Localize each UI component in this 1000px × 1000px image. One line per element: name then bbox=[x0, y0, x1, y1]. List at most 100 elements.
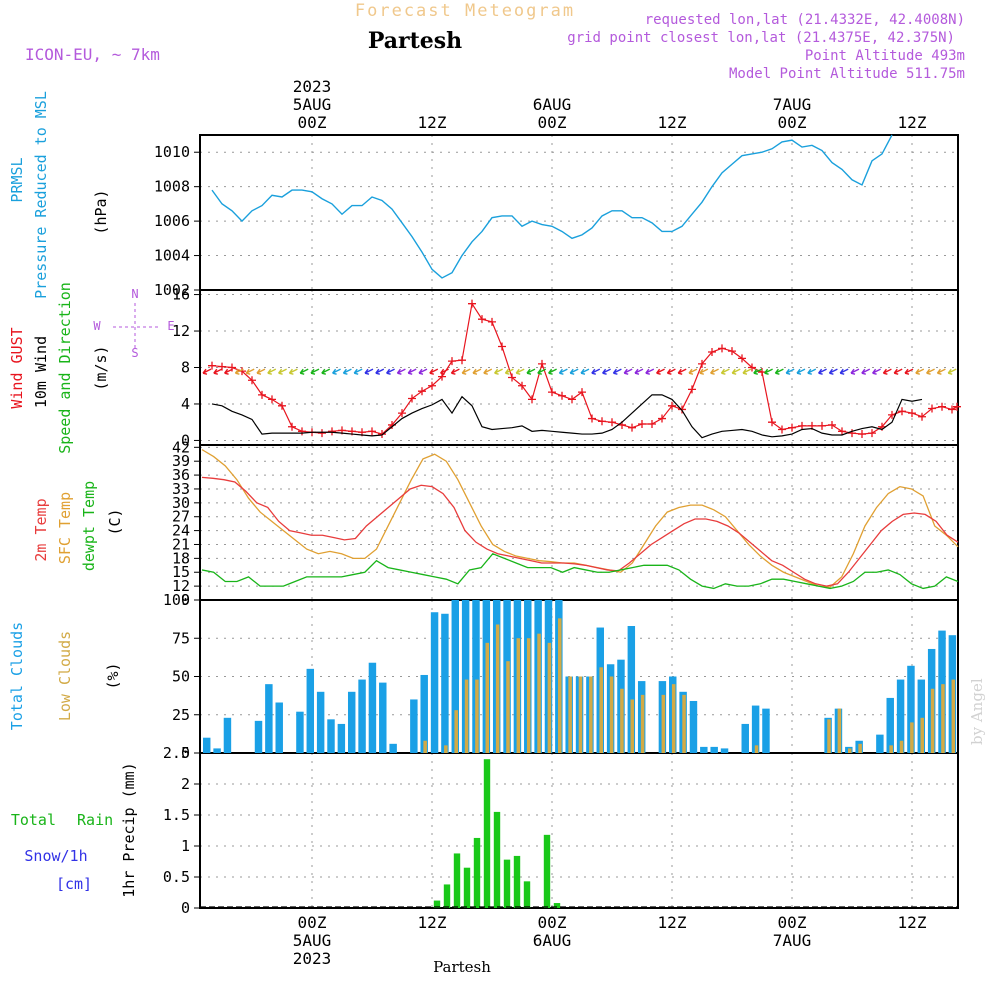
wind-gust-point bbox=[718, 344, 726, 353]
wind-direction-arrow bbox=[515, 368, 525, 375]
low-cloud-bar bbox=[671, 684, 676, 753]
wind-direction-arrow bbox=[245, 368, 255, 375]
precip-bar bbox=[463, 867, 471, 908]
wind-gust-point bbox=[298, 427, 306, 436]
wind-gust-point bbox=[368, 427, 376, 436]
pressure-tick-label: 1010 bbox=[154, 143, 190, 161]
temperature-tick-label: 24 bbox=[172, 522, 190, 540]
wind-gust-point bbox=[518, 381, 526, 390]
top-time-label: 12Z bbox=[418, 113, 447, 132]
precip-panel-frame bbox=[199, 752, 959, 909]
wind-gust-point bbox=[548, 388, 556, 397]
temperature-tick-label: 9 bbox=[181, 591, 190, 609]
wind-direction-arrow bbox=[504, 368, 514, 375]
bottom-time-label: 5AUG bbox=[293, 931, 332, 950]
pressure-label-long: Pressure Reduced to MSL bbox=[32, 91, 50, 299]
bottom-time-label: 00Z bbox=[778, 913, 807, 932]
precip-bar bbox=[503, 859, 511, 908]
total-cloud-bar bbox=[907, 665, 915, 753]
wind-gust-point bbox=[898, 407, 906, 416]
wind-direction-arrow bbox=[742, 368, 752, 375]
low-cloud-bar bbox=[423, 740, 427, 753]
total-cloud-bar bbox=[337, 723, 346, 753]
wind-gust-point bbox=[208, 361, 216, 370]
location-title: Partesh bbox=[368, 28, 462, 54]
top-time-label: 5AUG bbox=[293, 95, 332, 114]
wind-direction-arrow bbox=[321, 368, 331, 375]
wind-direction-label: Speed and Direction bbox=[56, 282, 74, 454]
wind-direction-arrow bbox=[472, 368, 482, 375]
total-cloud-bar bbox=[347, 691, 356, 753]
wind-gust-point bbox=[488, 317, 496, 326]
wind-direction-arrow bbox=[429, 368, 439, 375]
wind-gust-point bbox=[918, 412, 926, 421]
wind-gust-point bbox=[478, 315, 486, 324]
footer-location: Partesh bbox=[433, 958, 491, 976]
total-cloud-bar bbox=[627, 626, 636, 753]
wind-direction-arrow bbox=[558, 368, 568, 375]
wind-gust-point bbox=[738, 354, 746, 363]
precip-tick-label: 0.5 bbox=[163, 868, 190, 886]
bottom-time-label: 00Z bbox=[538, 913, 567, 932]
wind-tick-label: 0 bbox=[181, 431, 190, 449]
total-cloud-bar bbox=[389, 743, 397, 753]
wind-gust-point bbox=[638, 420, 646, 429]
total-cloud-bar bbox=[213, 748, 221, 753]
clouds-tick-label: 0 bbox=[181, 744, 190, 762]
model-label: ICON-EU, ~ 7km bbox=[25, 45, 160, 64]
temperature-tick-label: 42 bbox=[172, 438, 190, 456]
temperature-tick-label: 15 bbox=[172, 563, 190, 581]
credit-text: by Angel bbox=[968, 678, 986, 745]
clouds-tick-label: 25 bbox=[172, 706, 190, 724]
top-time-label: 2023 bbox=[293, 77, 332, 96]
bottom-time-label: 7AUG bbox=[773, 931, 812, 950]
temp-sfc-label: SFC Temp bbox=[56, 492, 74, 564]
wind-gust-series bbox=[211, 302, 958, 435]
top-time-label: 12Z bbox=[658, 113, 687, 132]
low-cloud-bar bbox=[630, 699, 635, 753]
wind-gust-point bbox=[678, 405, 686, 414]
bottom-time-label: 2023 bbox=[293, 949, 332, 968]
total-cloud-bar bbox=[751, 705, 760, 753]
wind-gust-point bbox=[498, 342, 506, 351]
total-cloud-bar bbox=[296, 711, 304, 753]
wind-gust-point bbox=[848, 429, 856, 438]
wind-gust-point bbox=[258, 390, 266, 399]
wind-direction-arrow bbox=[785, 368, 795, 375]
wind-gust-point bbox=[468, 299, 476, 308]
point-altitude: Point Altitude 493m bbox=[805, 48, 965, 64]
precip-tick-label: 1 bbox=[181, 837, 190, 855]
wind-direction-arrow bbox=[494, 368, 503, 375]
low-cloud-bar bbox=[464, 679, 469, 753]
bottom-time-label: 12Z bbox=[418, 913, 447, 932]
pressure-tick-label: 1008 bbox=[154, 178, 190, 196]
wind-direction-arrow bbox=[461, 368, 471, 375]
wind-gust-point bbox=[568, 395, 576, 404]
wind-tick-label: 4 bbox=[181, 395, 190, 413]
total-clouds-label: Total Clouds bbox=[8, 622, 26, 730]
wind-direction-arrow bbox=[202, 368, 212, 375]
low-cloud-bar bbox=[889, 745, 893, 753]
low-cloud-bar bbox=[526, 638, 531, 753]
wind-speed-series bbox=[211, 394, 923, 439]
total-cloud-bar bbox=[203, 737, 211, 753]
low-cloud-bar bbox=[506, 661, 510, 753]
temperature-tick-label: 12 bbox=[172, 577, 190, 595]
total-cloud-bar bbox=[368, 662, 377, 753]
temperature-tick-label: 21 bbox=[172, 535, 190, 553]
precip-bar bbox=[483, 759, 491, 908]
temperature-tick-label: 30 bbox=[172, 494, 190, 512]
wind-gust-point bbox=[328, 427, 336, 436]
total-cloud-bar bbox=[720, 748, 729, 753]
low-cloud-bar bbox=[858, 743, 862, 753]
wind-gust-point bbox=[458, 356, 466, 365]
wind-direction-arrow bbox=[602, 368, 611, 375]
wind-direction-arrow bbox=[234, 368, 244, 375]
wind-direction-arrow bbox=[634, 368, 644, 375]
precip-bar bbox=[453, 853, 461, 908]
wind-gust-point bbox=[648, 420, 656, 429]
wind-direction-arrow bbox=[342, 368, 352, 375]
wind-gust-point bbox=[578, 388, 586, 397]
wind-gust-point bbox=[778, 425, 786, 434]
wind-gust-point bbox=[788, 423, 796, 432]
